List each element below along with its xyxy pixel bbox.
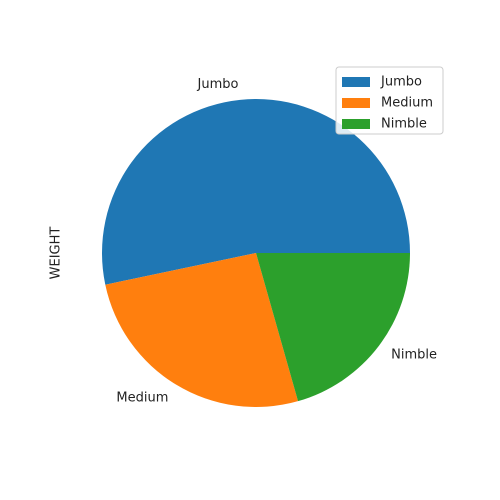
slice-label-nimble: Nimble — [391, 348, 437, 363]
y-axis-label: WEIGHT — [49, 227, 64, 280]
pie-slices — [101, 98, 411, 407]
legend: Jumbo Medium Nimble — [335, 66, 444, 135]
slice-label-medium: Medium — [116, 390, 168, 405]
slice-labels: Jumbo Medium Nimble — [116, 77, 437, 405]
pie-slice-jumbo — [101, 98, 411, 285]
slice-label-jumbo: Jumbo — [197, 77, 239, 92]
legend-swatch-jumbo — [342, 77, 370, 87]
pie-slice-nimble — [256, 253, 410, 402]
pie-slice-medium — [105, 253, 299, 407]
legend-label-medium: Medium — [381, 96, 433, 111]
legend-items: Jumbo Medium Nimble — [342, 75, 433, 132]
legend-label-nimble: Nimble — [381, 117, 427, 132]
legend-swatch-nimble — [342, 119, 370, 129]
legend-swatch-medium — [342, 98, 370, 108]
legend-label-jumbo: Jumbo — [380, 75, 422, 90]
